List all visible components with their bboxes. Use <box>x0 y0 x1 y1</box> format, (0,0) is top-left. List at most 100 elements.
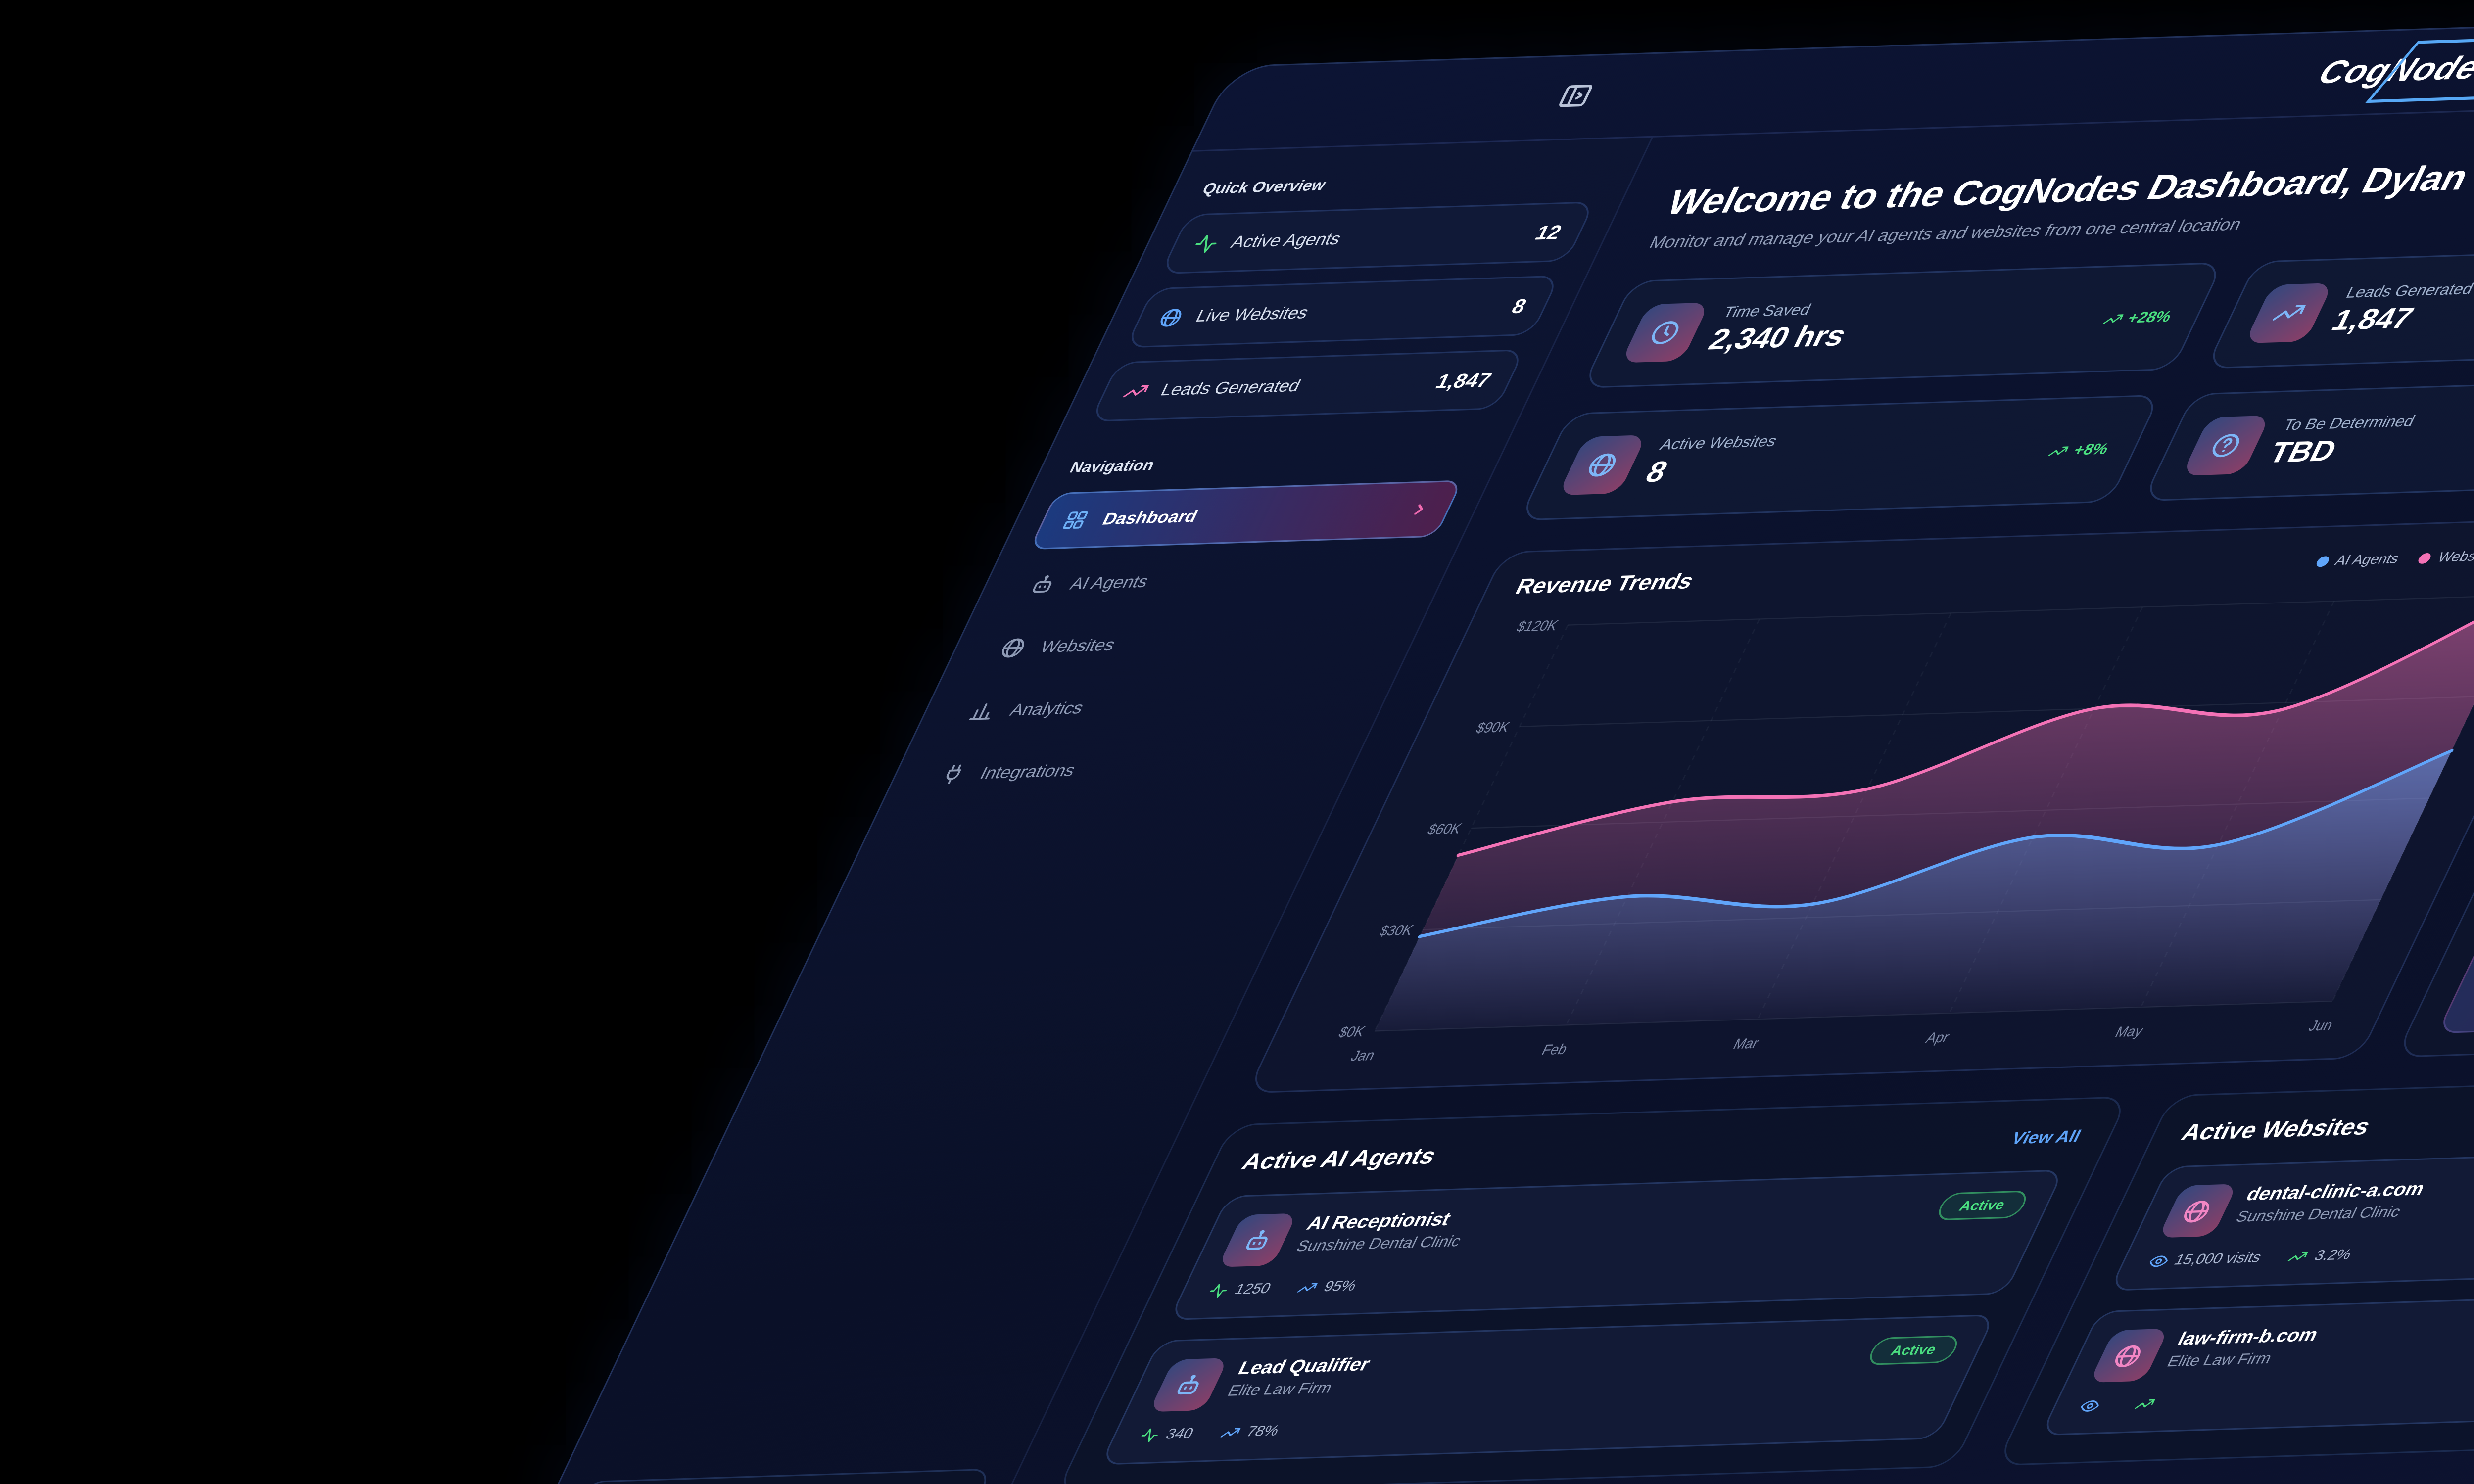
website-client: Sunshine Dental Clinic <box>2233 1204 2403 1227</box>
plug-icon <box>936 762 971 786</box>
page-title: Welcome to the CogNodes Dashboard, Dylan… <box>1660 154 2474 222</box>
status-badge: Active <box>1934 1190 2030 1221</box>
svg-text:Mar: Mar <box>1731 1035 1762 1052</box>
stat-value: 1,847 <box>2326 302 2419 337</box>
stat-change: +28% <box>2100 308 2175 327</box>
system-health-panel: System Health API StatusOperational Agen… <box>2436 874 2474 1034</box>
stat-card-active-websites: Active Websites 8 +8% <box>1518 394 2161 521</box>
website-client: Elite Law Firm <box>2164 1351 2275 1371</box>
trending-up-icon <box>2046 442 2072 460</box>
stat-label: Active Websites <box>1657 433 1780 454</box>
stat-value: 2,340 hrs <box>1703 320 1852 357</box>
app-logo: CogNodes <box>2291 46 2474 96</box>
nav-label: Integrations <box>977 761 1079 783</box>
stat-value: TBD <box>2263 435 2342 469</box>
overview-label: Leads Generated <box>1157 376 1304 400</box>
sidebar-item-ai-agents[interactable]: AI Agents <box>999 546 1432 613</box>
cognodes-dashboard-app: CogNodes Dylan Cobb cognodes@gmail.com Q… <box>506 0 2474 1484</box>
agent-list-item[interactable]: Lead Qualifier Elite Law Firm Active 340… <box>1099 1314 1996 1465</box>
trending-up-icon <box>2100 310 2126 327</box>
status-badge: Active <box>1865 1335 1961 1366</box>
navigation-title: Navigation <box>1066 458 1157 477</box>
eye-icon <box>2076 1397 2102 1415</box>
legend-item-websites: Websites <box>2416 548 2474 565</box>
stat-value: 8 <box>1640 456 1673 489</box>
stat-label: To Be Determined <box>2280 413 2418 434</box>
stat-card-time-saved: Time Saved 2,340 hrs +28% <box>1581 262 2224 389</box>
agent-name: Lead Qualifier <box>1234 1353 1375 1379</box>
sidebar-item-integrations[interactable]: Integrations <box>909 736 1342 802</box>
nav-label: Analytics <box>1007 698 1087 720</box>
agent-name: AI Receptionist <box>1303 1208 1455 1235</box>
activity-icon <box>1137 1427 1162 1444</box>
chevron-right-icon <box>1407 501 1432 518</box>
agent-client: Sunshine Dental Clinic <box>1293 1234 1464 1256</box>
agent-client: Elite Law Firm <box>1224 1380 1335 1401</box>
globe-icon <box>2088 1328 2168 1383</box>
svg-text:Jan: Jan <box>1348 1048 1378 1065</box>
website-list-item[interactable]: law-firm-b.com Elite Law Firm Live <box>2039 1285 2474 1436</box>
svg-text:Jun: Jun <box>2306 1018 2336 1034</box>
stat-cards-grid: Time Saved 2,340 hrs +28% Leads Generate… <box>1518 223 2474 521</box>
revenue-chart: $0K $30K $60K $90K $120K Jan Feb Mar Apr May Jun <box>1336 593 2474 1065</box>
legend-item-ai-agents: AI Agents <box>2313 551 2402 568</box>
svg-text:$90K: $90K <box>1473 719 1513 736</box>
globe-icon <box>1558 435 1647 496</box>
chart-legend: AI Agents Websites Total <box>2313 546 2474 569</box>
svg-text:$30K: $30K <box>1377 922 1416 939</box>
overview-leads-generated: Leads Generated 1,847 <box>1090 349 1525 422</box>
trending-up-icon <box>2285 1248 2311 1265</box>
main-content: Welcome to the CogNodes Dashboard, Dylan… <box>968 77 2474 1484</box>
section-title: Active AI Agents <box>1237 1143 1441 1176</box>
section-title: Active Websites <box>2177 1114 2375 1147</box>
activity-icon <box>1205 1282 1231 1299</box>
stat-card-tbd-1: To Be Determined TBD – -- <box>2141 375 2474 502</box>
trending-up-icon <box>1120 380 1152 402</box>
nav-label: Dashboard <box>1099 507 1201 529</box>
svg-text:Feb: Feb <box>1539 1041 1570 1058</box>
svg-text:$120K: $120K <box>1514 618 1561 635</box>
chart-title: Revenue Trends <box>1512 568 1699 599</box>
bar-chart-icon <box>965 699 1000 723</box>
overview-value: 8 <box>1508 294 1531 318</box>
svg-text:May: May <box>2113 1023 2146 1040</box>
clock-icon <box>1620 302 1710 363</box>
bot-icon <box>1217 1213 1298 1267</box>
dashboard-grid-icon <box>1058 508 1093 532</box>
overview-value: 12 <box>1531 220 1566 244</box>
sidebar-item-dashboard[interactable]: Dashboard <box>1029 480 1463 550</box>
nav-label: Websites <box>1037 635 1119 656</box>
stat-label: Time Saved <box>1720 301 1814 322</box>
active-ai-agents-section: Active AI Agents View All AI Receptionis… <box>1055 1096 2129 1484</box>
svg-text:Apr: Apr <box>1923 1029 1952 1046</box>
agents-view-all-link[interactable]: View All <box>2008 1127 2084 1148</box>
website-name: law-firm-b.com <box>2174 1324 2323 1350</box>
sidebar-toggle-icon[interactable] <box>1552 80 1599 112</box>
stat-change: +8% <box>2046 441 2111 460</box>
activity-icon <box>1190 232 1223 254</box>
stat-card-leads-generated: Leads Generated 1,847 +15% <box>2204 242 2474 369</box>
overview-value: 1,847 <box>1431 368 1496 393</box>
help-circle-icon <box>2181 415 2270 476</box>
globe-icon <box>2157 1184 2237 1238</box>
agent-list-item[interactable]: AI Receptionist Sunshine Dental Clinic A… <box>1168 1169 2064 1321</box>
sidebar-item-websites[interactable]: Websites <box>969 609 1402 676</box>
sidebar-item-analytics[interactable]: Analytics <box>939 672 1372 739</box>
quick-overview-title: Quick Overview <box>1199 178 1329 199</box>
globe-icon <box>1155 306 1188 328</box>
overview-active-agents: Active Agents 12 <box>1160 201 1596 275</box>
website-list-item[interactable]: dental-clinic-a.com Sunshine Dental Clin… <box>2108 1140 2474 1291</box>
overview-label: Active Agents <box>1228 230 1345 252</box>
legend-dot <box>2314 555 2331 567</box>
overview-live-websites: Live Websites 8 <box>1125 275 1561 348</box>
bot-icon <box>1148 1358 1229 1412</box>
trending-up-icon <box>2131 1395 2157 1413</box>
legend-dot <box>2417 552 2433 563</box>
website-name: dental-clinic-a.com <box>2242 1178 2429 1205</box>
bot-icon <box>1026 573 1061 597</box>
trending-up-icon <box>1294 1279 1320 1297</box>
trending-up-icon <box>1217 1424 1243 1441</box>
revenue-trends-card: Revenue Trends AI Agents Websites Total … <box>1246 516 2474 1094</box>
